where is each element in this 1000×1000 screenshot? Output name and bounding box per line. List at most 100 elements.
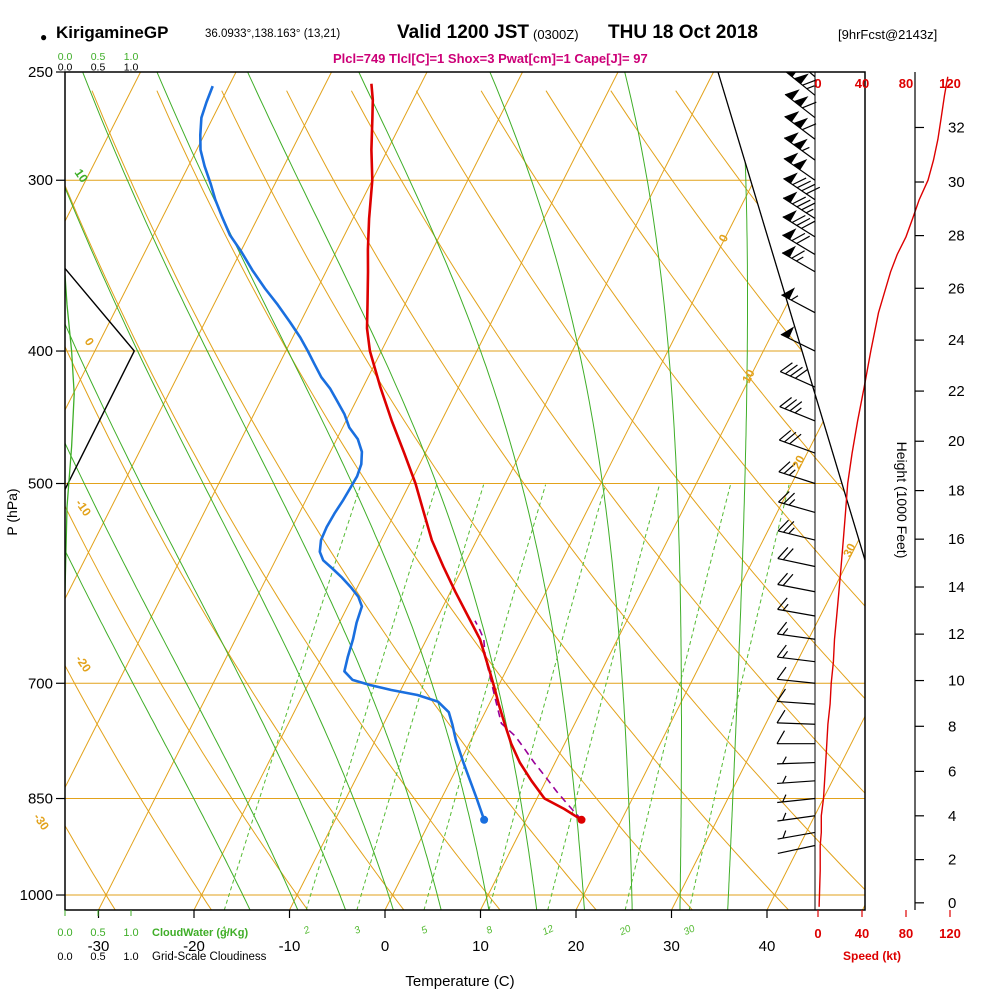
temperature-curve [365, 83, 583, 821]
stability-indices: Plcl=749 Tlcl[C]=1 Shox=3 Pwat[cm]=1 Cap… [333, 51, 648, 66]
cloudwater-scale-bottom: 0.0 [57, 927, 72, 939]
cloudiness-scale-bottom: 0.5 [90, 951, 105, 963]
dry-adiabat-line [675, 90, 865, 910]
mixing-ratio-line [305, 484, 438, 910]
background-grid [65, 72, 865, 910]
wind-barb-full [776, 730, 786, 744]
moist-adiabat-line [65, 72, 299, 910]
wind-barb-half [788, 527, 795, 534]
mixing-ratio-line [688, 484, 790, 910]
wind-barb-half [806, 85, 815, 90]
mixing-ratio-label: 8 [485, 924, 495, 937]
pressure-tick-label: 850 [28, 791, 53, 808]
station-coords: 36.0933°,138.163° (13,21) [205, 28, 341, 40]
wind-barb-staff [781, 294, 816, 314]
moist-adiabat-line [242, 72, 538, 910]
moist-adiabat-line [152, 72, 490, 910]
dry-adiabat-line [221, 90, 790, 910]
wind-barb-full [777, 547, 789, 559]
wind-barb-half [805, 208, 814, 214]
grid-inline-label: 10 [739, 367, 758, 386]
wind-barb-staff [777, 633, 816, 640]
valid-time-zulu: (0300Z) [533, 27, 579, 42]
wind-barb-full [801, 220, 815, 229]
wind-barb-staff [783, 137, 816, 161]
wind-barb-staff [777, 797, 816, 804]
dry-adiabat-line [65, 90, 405, 910]
dry-adiabat-line [415, 90, 865, 910]
wind-barb-full [789, 433, 802, 445]
grid-inline-label: 0 [82, 335, 97, 349]
wind-barb-full [776, 666, 787, 680]
wind-barb-half [782, 650, 789, 659]
mixing-ratio-label: 3 [353, 924, 363, 937]
wind-barb-staff [778, 501, 816, 514]
isotherm-line [65, 72, 332, 910]
wind-barb-full [782, 548, 794, 561]
grid-inline-label: -20 [73, 653, 95, 676]
wind-barb-staff [777, 583, 816, 593]
wind-barb-flag [786, 72, 797, 78]
speed-tick-label: 80 [899, 926, 913, 941]
isotherm-line [193, 72, 619, 910]
cloudiness-scale-top: 0.0 [58, 62, 73, 74]
height-tick-label: 6 [948, 763, 956, 780]
isotherm-line [384, 72, 810, 910]
wind-barb-flag [794, 73, 809, 84]
wind-barb-staff [782, 216, 816, 238]
wind-barb-staff [777, 608, 816, 617]
wind-barb-full [801, 183, 816, 192]
wind-barb-full [791, 250, 805, 259]
wind-barb-flag [784, 111, 800, 122]
dry-adiabat-line [156, 90, 694, 910]
wind-barb-flag [782, 228, 797, 240]
temperature-tick-label: 10 [472, 938, 489, 955]
grid-inline-label: 20 [789, 453, 808, 472]
wind-barb-flag [794, 55, 809, 65]
wind-barb-full [776, 688, 786, 702]
wind-barb-half [790, 295, 799, 301]
mixing-ratio-line [223, 484, 362, 910]
isotherm-line [288, 72, 714, 910]
moist-adiabat-line [353, 72, 585, 910]
wind-barb-staff [777, 678, 816, 684]
dry-adiabat-line [65, 90, 309, 910]
wind-barb-half [801, 146, 810, 152]
isotherm-line [97, 72, 523, 910]
dry-adiabat-line [610, 90, 865, 910]
speed-tick-label-top: 40 [855, 76, 869, 91]
wind-barb-full [783, 521, 795, 533]
mixing-ratio-label: 12 [541, 923, 556, 938]
wind-barb-full [791, 214, 806, 224]
wind-barb-half [782, 628, 789, 636]
mixing-ratio-label: 2 [301, 924, 312, 937]
cloudwater-scale-bottom: 1.0 [123, 927, 138, 939]
height-tick-label: 10 [948, 673, 965, 690]
height-tick-label: 32 [948, 119, 965, 136]
wind-barb-full [784, 399, 798, 410]
wind-barb-flag [783, 152, 799, 164]
wind-barb-flag [793, 117, 809, 129]
wind-barb-full [776, 621, 788, 635]
wind-barb-staff [777, 780, 816, 785]
isotherm-line [861, 72, 865, 910]
wind-barb-staff [777, 831, 816, 840]
wind-barb-full [801, 202, 816, 211]
mixing-ratio-line [624, 484, 731, 910]
height-tick-label: 20 [948, 433, 965, 450]
wind-barb-full [791, 232, 806, 242]
wind-barb-full [782, 573, 794, 586]
wind-barb-full [777, 519, 789, 532]
mixing-ratio-line [356, 484, 485, 910]
grid-inline-label: 30 [840, 541, 859, 560]
parcel-curve [474, 620, 583, 821]
mixing-ratio-label: 30 [682, 923, 697, 938]
wind-barb-full [777, 597, 788, 610]
cloud-profiles [65, 267, 136, 592]
wind-barb-half [781, 756, 787, 764]
wind-barb-flag [781, 287, 796, 300]
wind-barb-flag [793, 138, 808, 150]
wind-barb-full [776, 644, 787, 658]
